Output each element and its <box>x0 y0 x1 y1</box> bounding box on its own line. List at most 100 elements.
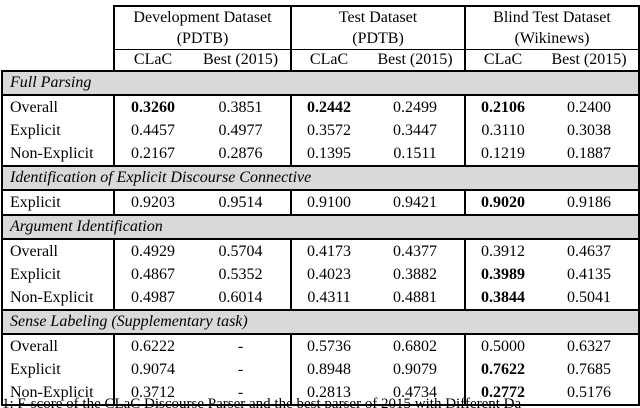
table-row: Non-Explicit 0.3712-0.2813 0.4734 0.2772 0.5… <box>1 381 640 406</box>
table-row: Overall 0.6222 - 0.5736 0.6802 0.5000 0.6327 <box>1 334 640 358</box>
row-label-cell: Explicit <box>1 358 114 381</box>
value-cell: 0.3038 <box>540 119 640 142</box>
row-label-cell: Overall <box>1 95 114 119</box>
dataset-group-header-cell: Development Dataset (PDTB) <box>112 5 293 50</box>
value-cell: 0.7622 <box>464 358 541 381</box>
value-cell: 0.9074 <box>113 358 191 381</box>
value-cell: 0.2400 <box>540 95 640 119</box>
value-cell: 0.8948 <box>290 358 367 381</box>
value-cell: 0.6327 <box>540 334 640 358</box>
value-cell: 0.4377 <box>393 242 438 260</box>
value-cell: 0.3572 <box>290 119 367 142</box>
value-cell: 0.4311 <box>290 286 367 311</box>
blank-corner-cell <box>2 50 114 72</box>
value-cell: 0.4734 <box>366 381 466 406</box>
value-cell: 0.6014 <box>191 286 292 311</box>
value-cell: 0.3851 <box>218 98 263 116</box>
value-cell: 0.2772 <box>464 381 541 406</box>
dataset-title-line1: Test Dataset <box>338 9 418 26</box>
row-label-cell: Explicit <box>1 190 114 216</box>
value-cell: 0.3989 <box>464 263 541 286</box>
value-cell: 0.2876 <box>191 142 292 167</box>
row-label-cell: Overall <box>1 239 114 263</box>
value-cell: 0.2106 <box>464 95 541 119</box>
value-cell: 0.3882 <box>393 265 438 283</box>
value-cell: - <box>237 337 244 355</box>
table-row: Explicit 0.4457 0.4977 0.3572 0.3447 0.3110 0.… <box>1 119 640 142</box>
value-cell: 0.1511 <box>366 142 466 167</box>
value-cell: 0.4867 <box>113 263 191 286</box>
value-cell: 0.9514 <box>191 190 292 216</box>
value-cell: 0.3447 <box>393 121 438 139</box>
value-cell: 0.9421 <box>366 190 466 216</box>
value-cell: 0.5704 <box>218 242 263 260</box>
section-title-cell: Full Parsing <box>0 70 640 96</box>
value-cell: 0.1395 <box>290 142 367 167</box>
value-cell: 0.3260 <box>113 95 191 119</box>
dataset-title-line2: (Wikinews) <box>514 30 590 47</box>
value-cell: 0.4977 <box>218 121 263 139</box>
value-cell: 0.9186 <box>540 190 640 216</box>
value-cell: 0.5176 <box>540 381 640 406</box>
table-row: Overall 0.4929 0.5704 0.4173 0.4377 0.3912 0.4… <box>1 239 640 263</box>
dataset-title-line1: Blind Test Dataset <box>493 9 611 26</box>
subcol-header-cell: CLaC <box>464 49 541 72</box>
results-table: Development Dataset (PDTB) Test Dataset (PD… <box>0 5 640 406</box>
section-header-row: Argument Identification <box>0 214 640 240</box>
value-cell: 0.3912 <box>464 239 541 263</box>
table-body: Full Parsing Overall 0.3260 0.3851 0.2442 0.2… <box>0 70 640 406</box>
row-label-cell: Non-Explicit <box>1 381 114 406</box>
table-header: Development Dataset (PDTB) Test Dataset (PD… <box>2 5 640 72</box>
subcol-header-cell: Best (2015) <box>366 49 466 72</box>
value-cell: 0.5041 <box>540 286 640 311</box>
value-cell: 0.2442 <box>290 95 367 119</box>
value-cell: 0.5352 <box>218 265 263 283</box>
value-cell: 0.9020 <box>464 190 541 216</box>
value-cell: 0.4173 <box>290 239 367 263</box>
row-label-cell: Explicit <box>1 263 114 286</box>
value-cell: 0.4929 <box>113 239 191 263</box>
row-label-cell: Non-Explicit <box>1 286 114 311</box>
value-cell: 0.5736 <box>290 334 367 358</box>
row-label-cell: Overall <box>1 334 114 358</box>
table-row: Explicit 0.9203 0.9514 0.9100 0.9421 0.9020 0.… <box>1 190 640 216</box>
table-caption: 1: F-score of the CLaC Discourse Parser … <box>2 396 522 408</box>
table-row: Non-Explicit 0.4987 0.6014 0.4311 0.4881 0.38… <box>1 286 640 311</box>
dataset-header-row: Development Dataset (PDTB) Test Dataset (PD… <box>2 5 640 50</box>
value-cell: 0.6222 <box>113 334 191 358</box>
value-cell: 0.1219 <box>464 142 541 167</box>
blank-corner-cell <box>2 6 114 50</box>
value-cell: 0.2813 <box>290 381 367 406</box>
value-cell: 0.4135 <box>540 263 640 286</box>
table-row: Explicit 0.9074 - 0.8948 0.9079 0.7622 0.7685 <box>1 358 640 381</box>
dataset-group-header-cell: Blind Test Dataset (Wikinews) <box>464 5 640 50</box>
value-cell: 0.4881 <box>366 286 466 311</box>
section-title-cell: Sense Labeling (Supplementary task) <box>0 309 640 335</box>
subcol-header-cell: CLaC <box>113 49 191 72</box>
value-cell: 0.3844 <box>464 286 541 311</box>
value-cell: 0.2499 <box>393 98 438 116</box>
dataset-title-line1: Development Dataset <box>133 9 272 26</box>
table-row: Overall 0.3260 0.3851 0.2442 0.2499 0.2106 0.2… <box>1 95 640 119</box>
value-cell: 0.9100 <box>290 190 367 216</box>
value-cell: 0.6802 <box>393 337 438 355</box>
value-cell: 0.9079 <box>393 360 438 378</box>
value-cell: 0.1887 <box>540 142 640 167</box>
row-label-cell: Explicit <box>1 119 114 142</box>
value-cell: 0.4023 <box>290 263 367 286</box>
value-cell: 0.4637 <box>540 239 640 263</box>
value-cell: 0.9203 <box>113 190 191 216</box>
value-cell: - <box>237 360 244 378</box>
value-cell: 0.4457 <box>113 119 191 142</box>
dataset-title-line2: (PDTB) <box>176 30 229 47</box>
dataset-title-line2: (PDTB) <box>352 30 404 47</box>
subcol-header-cell: Best (2015) <box>191 49 292 72</box>
value-cell: 0.7685 <box>540 358 640 381</box>
value-cell: 0.3110 <box>464 119 541 142</box>
table-row: Non-Explicit 0.2167 0.2876 0.1395 0.1511 0.12… <box>1 142 640 167</box>
system-header-row: CLaC Best (2015) CLaC Best (2015) CLaC Best (… <box>2 49 640 72</box>
section-header-row: Identification of Explicit Discourse Con… <box>0 165 640 191</box>
value-cell: - <box>191 381 292 406</box>
table-row: Explicit 0.4867 0.5352 0.4023 0.3882 0.3989 0.… <box>1 263 640 286</box>
